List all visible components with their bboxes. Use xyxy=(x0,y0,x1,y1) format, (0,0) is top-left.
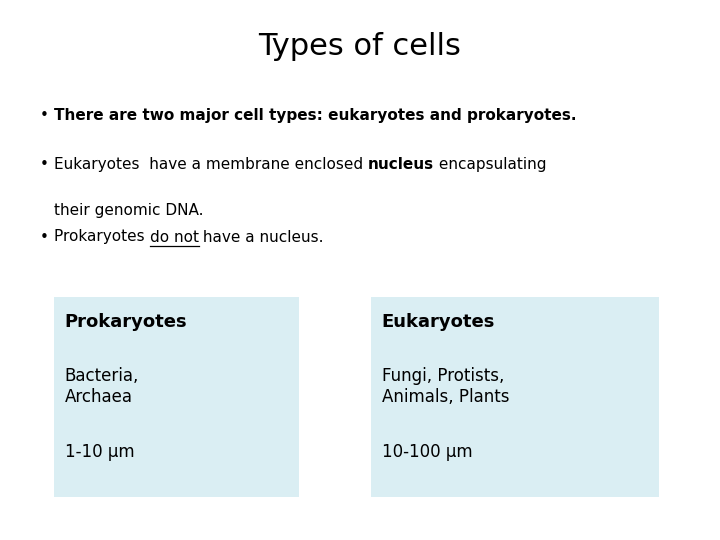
Text: •: • xyxy=(40,157,48,172)
Text: encapsulating: encapsulating xyxy=(434,157,546,172)
Text: Prokaryotes: Prokaryotes xyxy=(54,230,150,245)
Text: 1-10 μm: 1-10 μm xyxy=(65,443,135,461)
FancyBboxPatch shape xyxy=(371,297,659,497)
Text: Eukaryotes  have a membrane enclosed: Eukaryotes have a membrane enclosed xyxy=(54,157,368,172)
Text: Types of cells: Types of cells xyxy=(258,32,462,62)
Text: do not: do not xyxy=(150,230,199,245)
Text: their genomic DNA.: their genomic DNA. xyxy=(54,202,204,218)
Text: have a nucleus.: have a nucleus. xyxy=(199,230,324,245)
Text: nucleus: nucleus xyxy=(368,157,434,172)
Text: There are two major cell types: eukaryotes and prokaryotes.: There are two major cell types: eukaryot… xyxy=(54,108,577,123)
Text: Bacteria,
Archaea: Bacteria, Archaea xyxy=(65,367,139,406)
Text: Eukaryotes: Eukaryotes xyxy=(382,313,495,331)
Text: 10-100 μm: 10-100 μm xyxy=(382,443,472,461)
Text: Fungi, Protists,
Animals, Plants: Fungi, Protists, Animals, Plants xyxy=(382,367,509,406)
Text: Prokaryotes: Prokaryotes xyxy=(65,313,187,331)
Text: •: • xyxy=(40,108,48,123)
FancyBboxPatch shape xyxy=(54,297,299,497)
Text: •: • xyxy=(40,230,48,245)
